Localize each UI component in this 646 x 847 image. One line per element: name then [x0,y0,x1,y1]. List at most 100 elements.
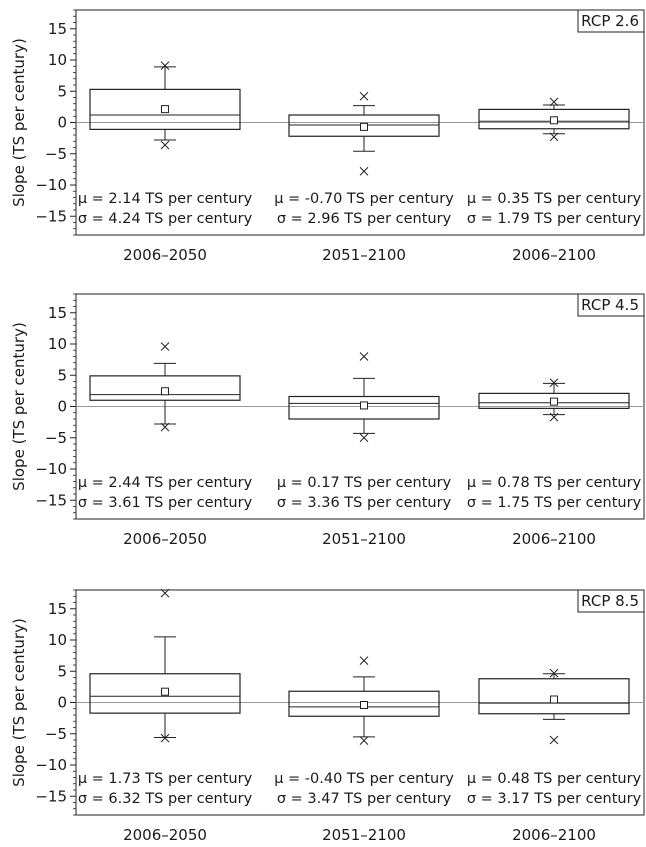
outlier-stroke [549,412,559,422]
iqr-box [478,108,630,130]
y-tick-label: 15 [48,20,67,38]
iqr-box [89,673,241,714]
iqr-box [89,88,241,130]
mean-stat-text: μ = 1.73 TS per century [78,771,253,787]
box-3: μ = 0.48 TS per century σ = 3.17 TS per c… [467,668,642,844]
outlier-marker [549,412,559,422]
panel-2: −15 −10 −5 0 5 10 15 Slope (TS per century) RCP … [10,293,645,548]
outlier-stroke [359,656,369,665]
scenario-label: RCP 8.5 [581,592,639,610]
scenario-label-box [577,589,645,613]
panel-1: −15 −10 −5 0 5 10 15 Slope (TS per century) RCP … [10,9,645,264]
y-axis-label: Slope (TS per century) [10,322,28,491]
x-category-label: 2006–2100 [512,826,596,844]
iqr-box [288,114,440,137]
sd-stat-text: σ = 1.79 TS per century [467,211,642,227]
mean-marker [161,105,169,114]
outlier-stroke [359,736,369,745]
scenario-label-box [577,9,645,33]
mean-stat-text: μ = 0.17 TS per century [277,475,452,491]
mean-marker [550,695,558,704]
outlier-marker [160,422,170,432]
box-3: μ = 0.35 TS per century σ = 1.79 TS per c… [467,97,642,264]
scenario-label: RCP 2.6 [581,12,639,30]
outlier-stroke [160,422,170,432]
sd-stat-text: σ = 3.36 TS per century [277,495,452,511]
box-1: μ = 1.73 TS per century σ = 6.32 TS per c… [78,588,253,844]
outlier-marker [549,97,559,107]
box-3: μ = 0.78 TS per century σ = 1.75 TS per c… [467,378,642,548]
outlier-marker [359,352,369,361]
iqr-box [89,375,241,401]
outlier-stroke [549,97,559,107]
y-tick-label: 10 [48,51,67,69]
iqr-box [478,392,630,409]
mean-marker [161,387,169,396]
mean-stat-text: μ = 2.44 TS per century [78,475,253,491]
y-tick-label: 0 [57,114,67,132]
outlier-stroke [160,733,170,743]
y-tick-label: 15 [48,600,67,618]
outlier-marker [160,140,170,150]
sd-stat-text: σ = 3.47 TS per century [277,791,452,807]
y-tick-label: −5 [45,145,67,163]
mean-stat-text: μ = -0.70 TS per century [274,191,454,207]
outlier-stroke [160,140,170,150]
outlier-stroke [549,378,559,388]
outlier-marker [160,733,170,743]
y-tick-label: −15 [35,787,67,805]
outlier-marker [359,91,369,101]
box-2: μ = 0.17 TS per century σ = 3.36 TS per c… [277,352,452,548]
sd-stat-text: σ = 2.96 TS per century [277,211,452,227]
y-tick-label: 5 [57,662,67,680]
outlier-marker [359,166,369,176]
sd-stat-text: σ = 4.24 TS per century [78,211,253,227]
y-axis-label: Slope (TS per century) [10,618,28,787]
y-tick-label: 15 [48,304,67,322]
mean-stat-text: μ = 0.35 TS per century [467,191,642,207]
y-tick-label: −5 [45,429,67,447]
x-category-label: 2006–2100 [512,530,596,548]
box-1: μ = 2.14 TS per century σ = 4.24 TS per c… [78,61,253,264]
y-tick-label: −10 [35,460,67,478]
outlier-stroke [160,342,170,351]
y-tick-label: −15 [35,491,67,509]
y-tick-label: 10 [48,335,67,353]
mean-marker [550,397,558,406]
box-1: μ = 2.44 TS per century σ = 3.61 TS per c… [78,342,253,548]
x-category-label: 2006–2050 [123,826,207,844]
x-category-label: 2051–2100 [322,246,406,264]
sd-stat-text: σ = 3.61 TS per century [78,495,253,511]
y-tick-label: −15 [35,207,67,225]
iqr-box [288,690,440,717]
iqr-box [288,395,440,420]
y-tick-label: −10 [35,176,67,194]
mean-stat-text: μ = 0.48 TS per century [467,771,642,787]
outlier-marker [160,61,170,70]
outlier-marker [160,588,170,598]
sd-stat-text: σ = 1.75 TS per century [467,495,642,511]
x-category-label: 2006–2050 [123,246,207,264]
mean-marker [550,116,558,125]
mean-marker [360,701,368,709]
outlier-stroke [549,668,559,678]
outlier-marker [549,378,559,388]
outlier-stroke [160,61,170,70]
outlier-marker [359,656,369,665]
outlier-marker [359,433,369,443]
iqr-box [478,678,630,715]
outlier-marker [549,132,559,142]
y-tick-label: 5 [57,82,67,100]
mean-marker [360,401,368,410]
outlier-stroke [549,735,559,745]
mean-marker [360,122,368,131]
sd-stat-text: σ = 3.17 TS per century [467,791,642,807]
y-tick-label: 5 [57,366,67,384]
scenario-label: RCP 4.5 [581,296,639,314]
y-tick-label: −10 [35,756,67,774]
outlier-marker [549,735,559,745]
outlier-marker [549,668,559,678]
x-category-label: 2006–2050 [123,530,207,548]
y-tick-label: −5 [45,725,67,743]
